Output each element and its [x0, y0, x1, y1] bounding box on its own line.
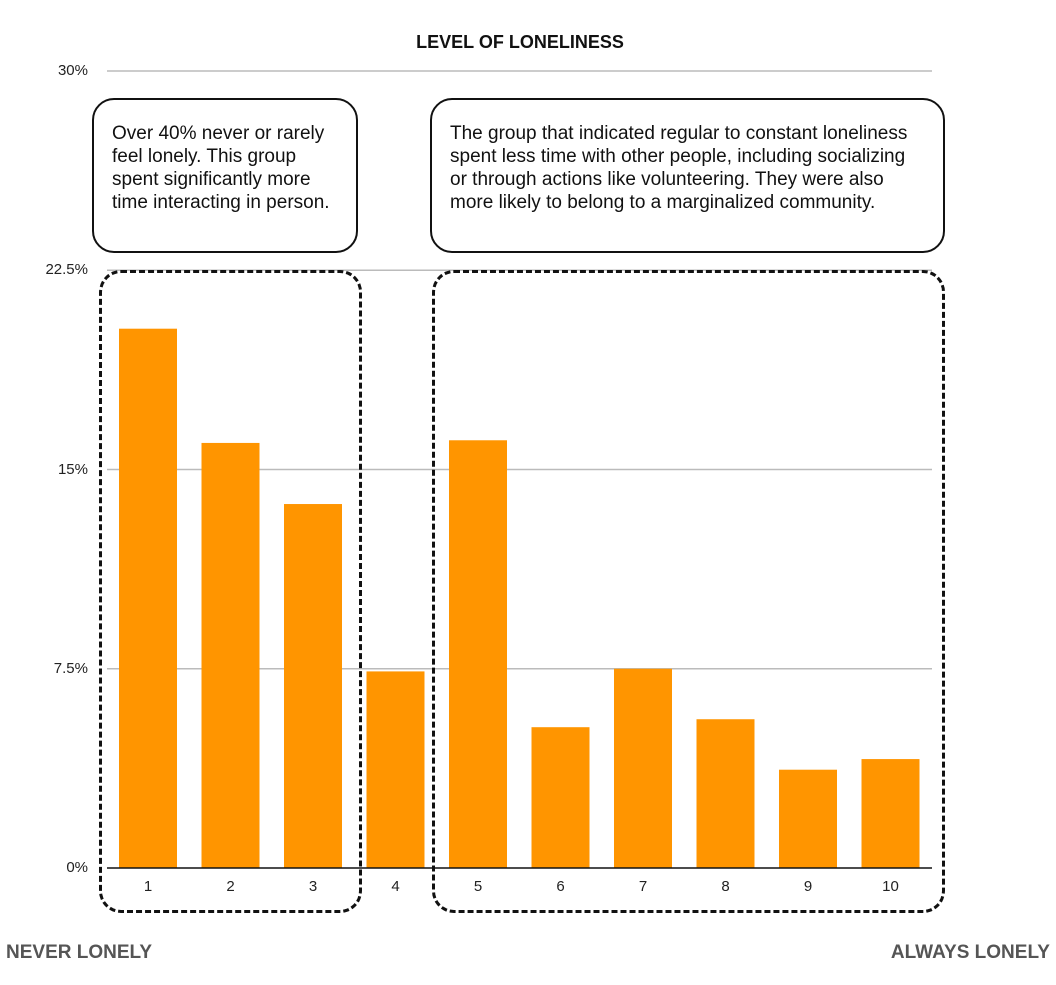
bar-9	[779, 769, 837, 868]
group-low-highlight	[99, 270, 362, 913]
x-tick-label: 10	[882, 878, 899, 895]
x-tick-label: 6	[556, 878, 565, 895]
y-tick-label: 22.5%	[45, 261, 88, 279]
bar-2	[201, 442, 260, 868]
bar-4	[366, 671, 425, 868]
y-tick-label: 30%	[57, 62, 88, 79]
y-tick-label: 0%	[66, 859, 88, 876]
x-tick-label: 5	[473, 878, 483, 895]
annotation-high: The group that indicated regular to cons…	[430, 98, 945, 253]
x-tick-label: 4	[391, 878, 400, 895]
y-tick-label: 15%	[57, 460, 88, 478]
bar-5	[449, 440, 507, 868]
x-tick-label: 1	[143, 878, 153, 895]
bar-1	[119, 328, 177, 868]
x-label-left: NEVER LONELY	[6, 942, 153, 963]
x-tick-label: 8	[721, 878, 730, 895]
x-tick-label: 3	[308, 878, 318, 895]
bar-6	[531, 727, 590, 868]
bar-3	[284, 504, 342, 868]
x-tick-label: 7	[638, 878, 648, 895]
bar-8	[696, 719, 755, 868]
x-label-right: ALWAYS LONELY	[890, 942, 1050, 963]
group-high-highlight	[432, 270, 945, 913]
bar-10	[861, 759, 920, 868]
annotation-low: Over 40% never or rarely feel lonely. Th…	[92, 98, 358, 253]
chart-title: LEVEL OF LONELINESS	[416, 32, 624, 52]
bar-7	[614, 668, 672, 868]
y-tick-label: 7.5%	[53, 659, 88, 677]
x-tick-label: 2	[226, 878, 235, 895]
x-tick-label: 9	[803, 878, 813, 895]
